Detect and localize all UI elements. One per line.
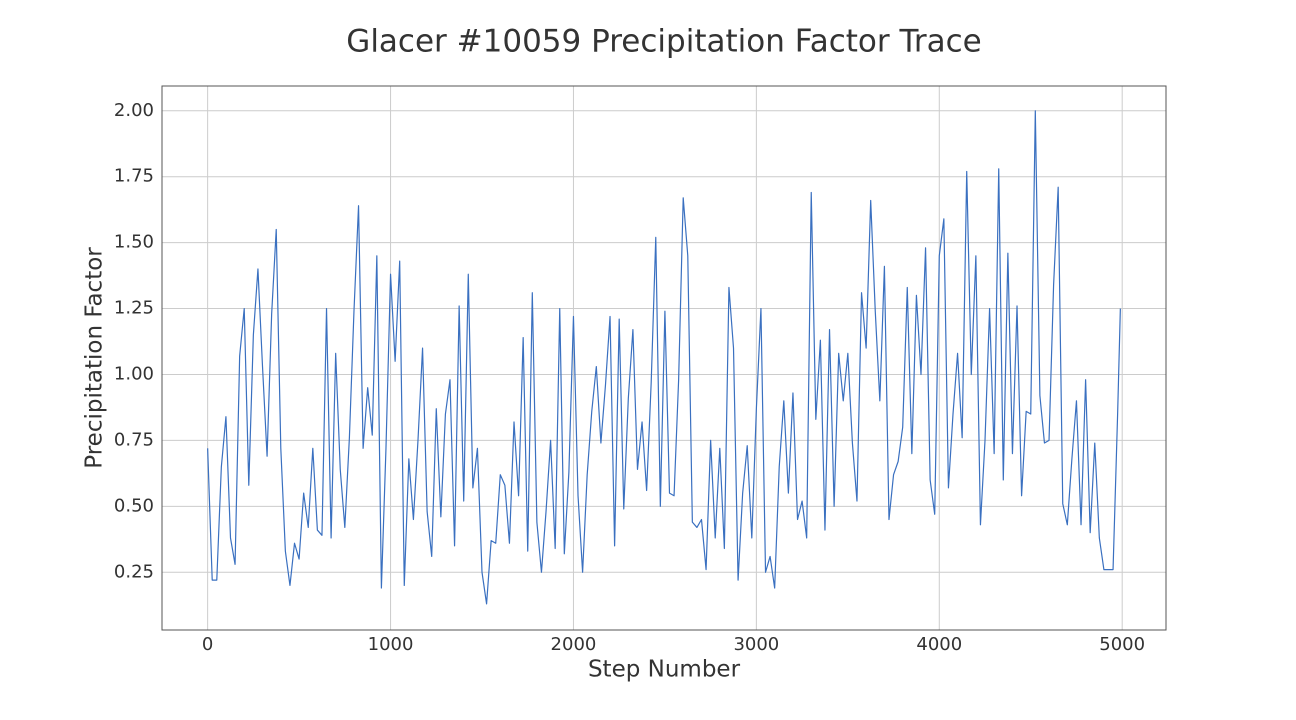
y-tick-label: 0.25 — [114, 561, 154, 582]
y-tick-label: 2.00 — [114, 100, 154, 121]
y-tick-label: 0.50 — [114, 495, 154, 516]
y-tick-label: 1.25 — [114, 298, 154, 319]
x-tick-label: 4000 — [916, 634, 962, 655]
y-tick-label: 0.75 — [114, 429, 154, 450]
y-tick-label: 1.50 — [114, 232, 154, 253]
y-tick-label: 1.00 — [114, 363, 154, 384]
chart-title: Glacer #10059 Precipitation Factor Trace — [346, 24, 981, 60]
y-axis-label: Precipitation Factor — [82, 247, 108, 469]
x-tick-label: 3000 — [733, 634, 779, 655]
x-tick-label: 0 — [202, 634, 213, 655]
data-line — [207, 110, 1121, 605]
x-axis-label: Step Number — [588, 657, 741, 683]
x-tick-label: 5000 — [1099, 634, 1145, 655]
plot-frame — [161, 85, 1167, 631]
x-tick-label: 2000 — [551, 634, 597, 655]
x-tick-label: 1000 — [368, 634, 414, 655]
y-tick-label: 1.75 — [114, 166, 154, 187]
